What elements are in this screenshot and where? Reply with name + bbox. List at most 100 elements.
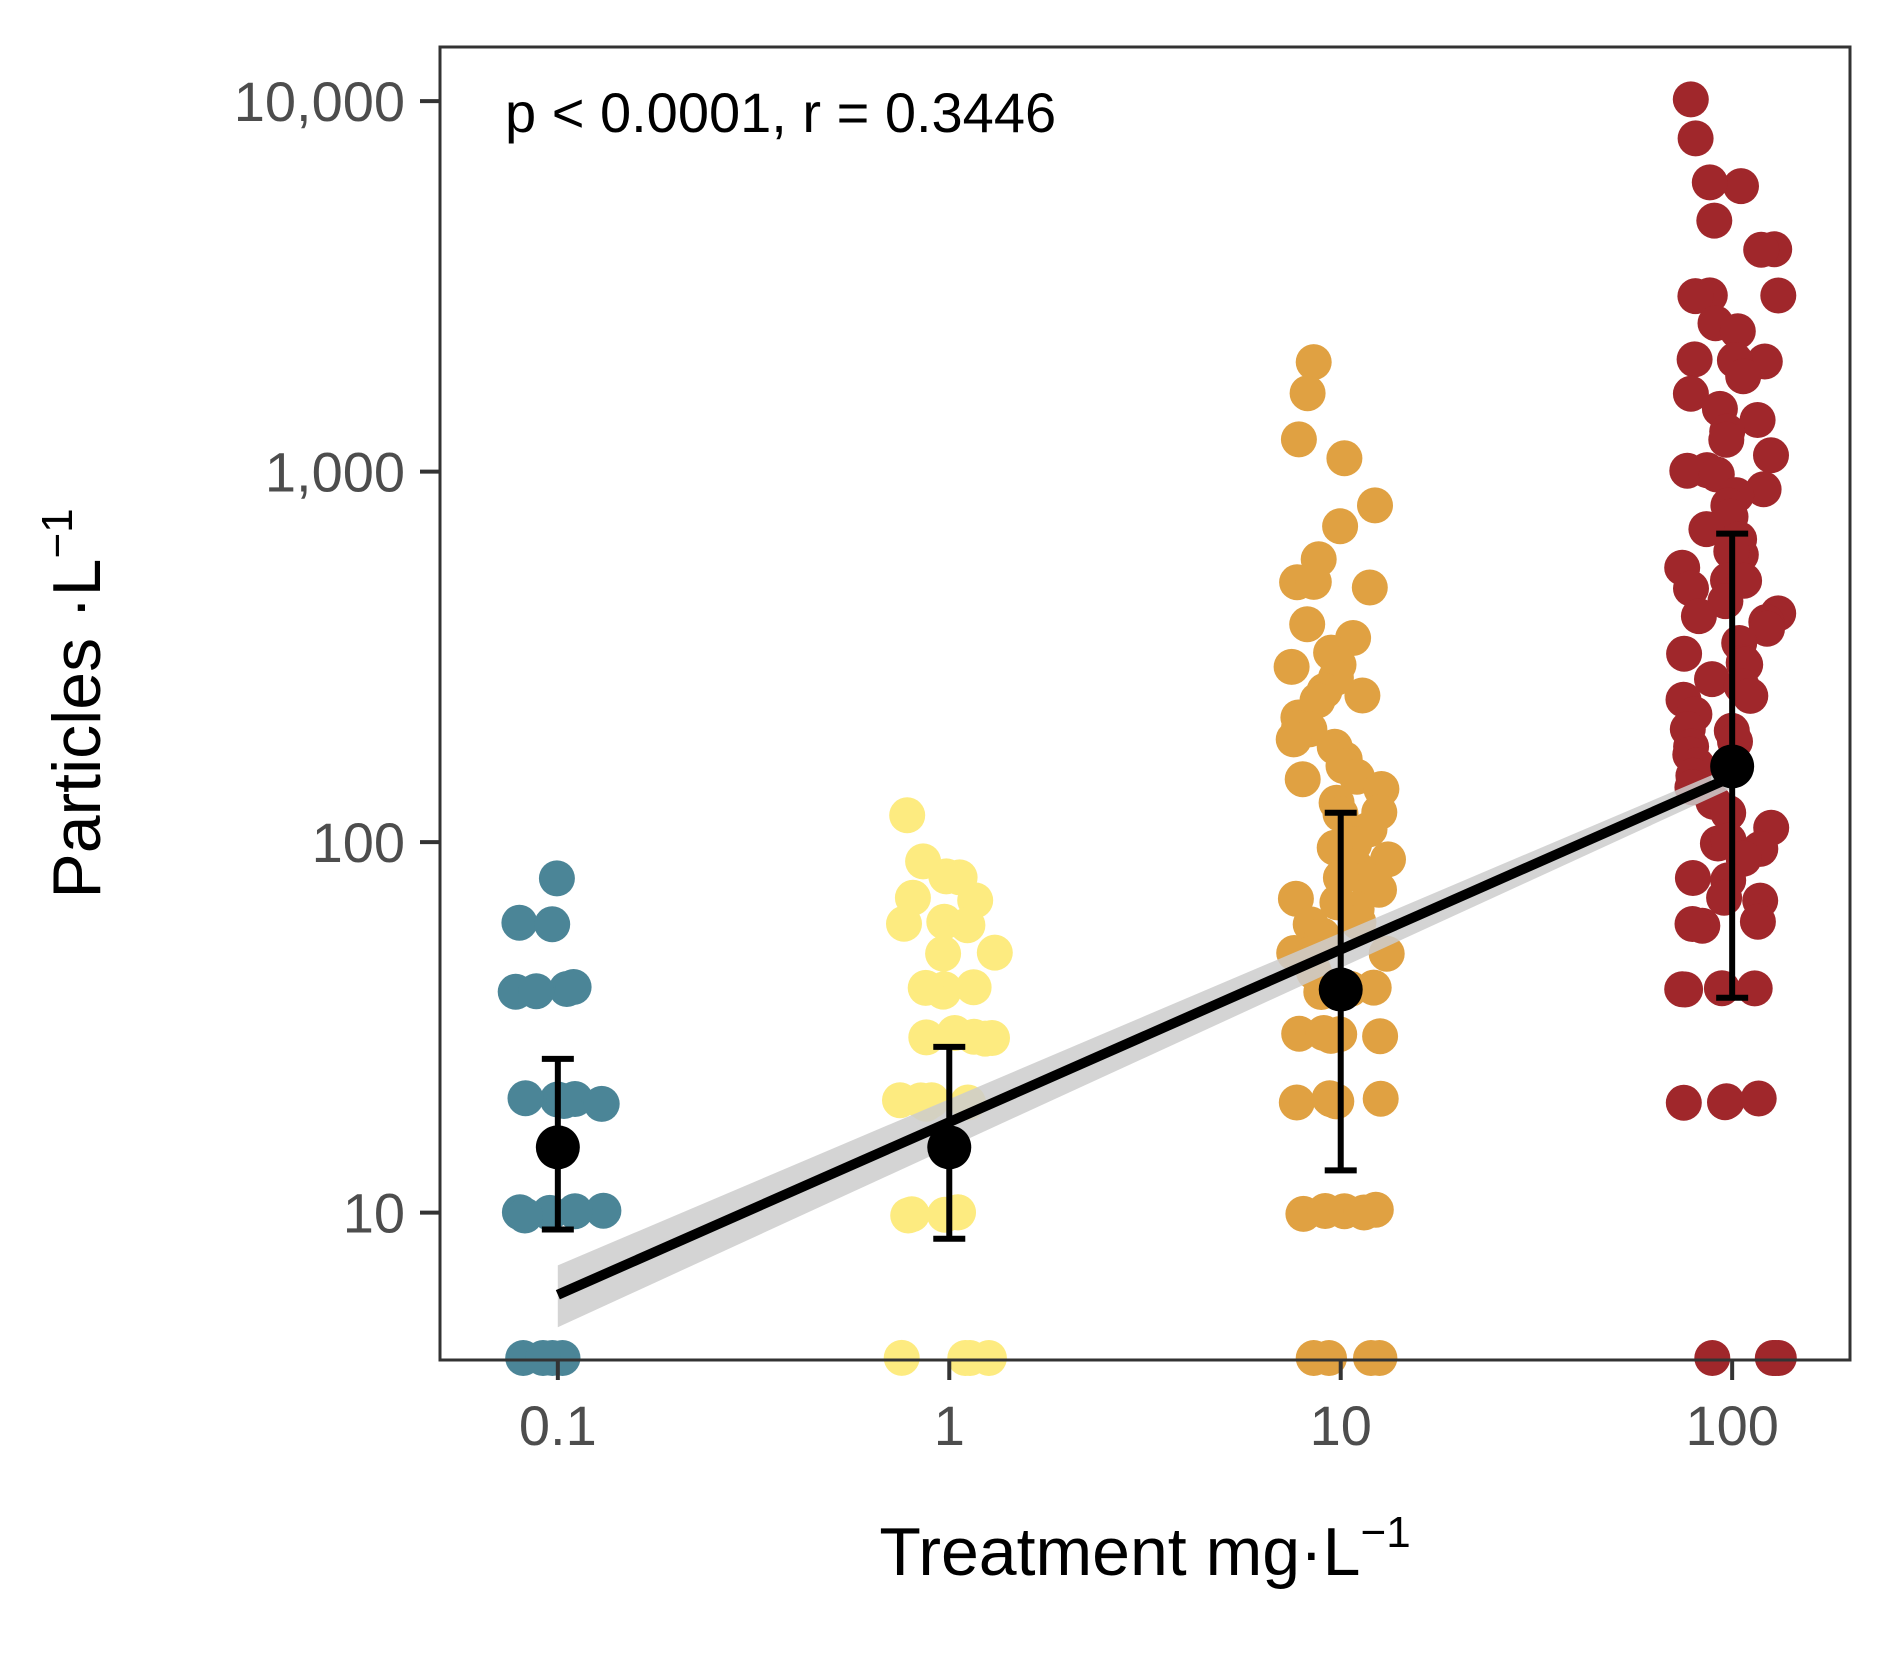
x-axis-title: Treatment mg·L−1 (879, 1508, 1410, 1590)
data-point (1355, 969, 1392, 1006)
data-point (585, 1192, 622, 1229)
data-point (1677, 120, 1714, 157)
data-point (893, 1196, 930, 1233)
data-point (518, 973, 555, 1010)
data-point (1739, 903, 1776, 940)
data-point (1273, 648, 1310, 685)
data-point (1322, 508, 1359, 545)
y-axis-title-text: Particles ·L (39, 559, 115, 899)
x-axis-title-text: Treatment mg·L (879, 1514, 1360, 1590)
data-point (1280, 421, 1317, 458)
data-point (1676, 341, 1713, 378)
data-point (1677, 278, 1714, 315)
data-point (1732, 677, 1769, 714)
data-point (1295, 344, 1332, 381)
data-point (976, 934, 1013, 971)
data-point (1745, 471, 1782, 508)
data-point (506, 1197, 543, 1234)
data-point (1326, 440, 1363, 477)
data-points-layer (497, 81, 1797, 1376)
data-point (1749, 610, 1785, 647)
mean-point (1318, 967, 1363, 1012)
data-point (1672, 375, 1709, 412)
data-point (1305, 1015, 1342, 1051)
data-point (555, 969, 592, 1005)
data-point (1351, 569, 1388, 606)
data-point (1743, 231, 1780, 268)
data-point (545, 1083, 582, 1119)
data-point (1740, 1080, 1777, 1117)
y-axis-title: Particles ·L−1 (33, 508, 115, 898)
trend-layer (555, 766, 1735, 1328)
data-point (1760, 277, 1797, 314)
x-tick-label: 1 (934, 1394, 965, 1457)
data-point (525, 1340, 561, 1376)
data-point (1295, 563, 1332, 600)
data-point (1289, 375, 1326, 412)
data-point (1674, 860, 1711, 896)
data-point (1723, 168, 1759, 205)
x-tick-label: 0.1 (519, 1394, 597, 1457)
data-point (949, 907, 986, 944)
data-point (882, 1082, 918, 1119)
data-point (1710, 794, 1747, 831)
data-point (1696, 202, 1733, 239)
data-point (1362, 1080, 1399, 1117)
axes-layer: 0.1 1 10 100 10 100 1,000 10,000 (234, 70, 1779, 1457)
data-point (1672, 81, 1709, 118)
mean-point (535, 1125, 580, 1170)
data-point (955, 969, 992, 1006)
stats-annotation: p < 0.0001, r = 0.3446 (505, 81, 1056, 144)
data-point (1362, 1018, 1399, 1055)
data-point (1311, 1340, 1347, 1376)
data-point (1680, 598, 1717, 635)
data-point (1725, 358, 1762, 395)
y-axis-title-superscript: −1 (33, 508, 82, 558)
x-axis-title-superscript: −1 (1361, 1508, 1411, 1557)
data-point (1673, 570, 1709, 607)
data-point (1719, 313, 1756, 350)
data-point (1346, 1194, 1382, 1231)
data-point (1708, 421, 1745, 458)
data-point (1669, 452, 1706, 489)
data-point (883, 1339, 920, 1376)
mean-point (927, 1125, 972, 1170)
data-point (936, 1015, 973, 1051)
mean-point (1710, 744, 1755, 789)
y-tick-label: 10 (343, 1182, 405, 1245)
plot-panel-border (438, 45, 1852, 1362)
data-point (1739, 402, 1776, 438)
data-point (534, 906, 571, 943)
data-point (1674, 906, 1711, 942)
summary-layer (535, 530, 1755, 1242)
trend-line (555, 772, 1735, 1300)
data-point (557, 1193, 593, 1230)
data-point (1353, 1340, 1389, 1376)
data-point (501, 904, 538, 941)
data-point (1289, 606, 1326, 643)
data-point (507, 1080, 544, 1117)
data-point (1707, 1084, 1743, 1121)
data-point (1691, 164, 1728, 201)
y-tick-label: 10,000 (234, 70, 405, 133)
data-point (1754, 1340, 1791, 1376)
data-point (1753, 437, 1789, 474)
data-point (1344, 677, 1381, 714)
data-point (1736, 970, 1773, 1007)
data-point (925, 935, 962, 972)
y-tick-label: 100 (312, 811, 405, 874)
data-point (1694, 1340, 1731, 1376)
y-tick-label: 1,000 (265, 441, 405, 504)
data-point (1665, 1084, 1702, 1121)
x-tick-label: 100 (1685, 1394, 1778, 1457)
data-point (538, 860, 575, 897)
x-tick-label: 10 (1310, 1394, 1372, 1457)
data-point (1307, 1193, 1344, 1229)
data-point (940, 1194, 976, 1231)
data-point (886, 905, 922, 942)
data-point (1284, 761, 1321, 798)
data-point (1694, 661, 1730, 698)
data-point (1278, 1084, 1315, 1121)
data-point (1357, 487, 1393, 524)
